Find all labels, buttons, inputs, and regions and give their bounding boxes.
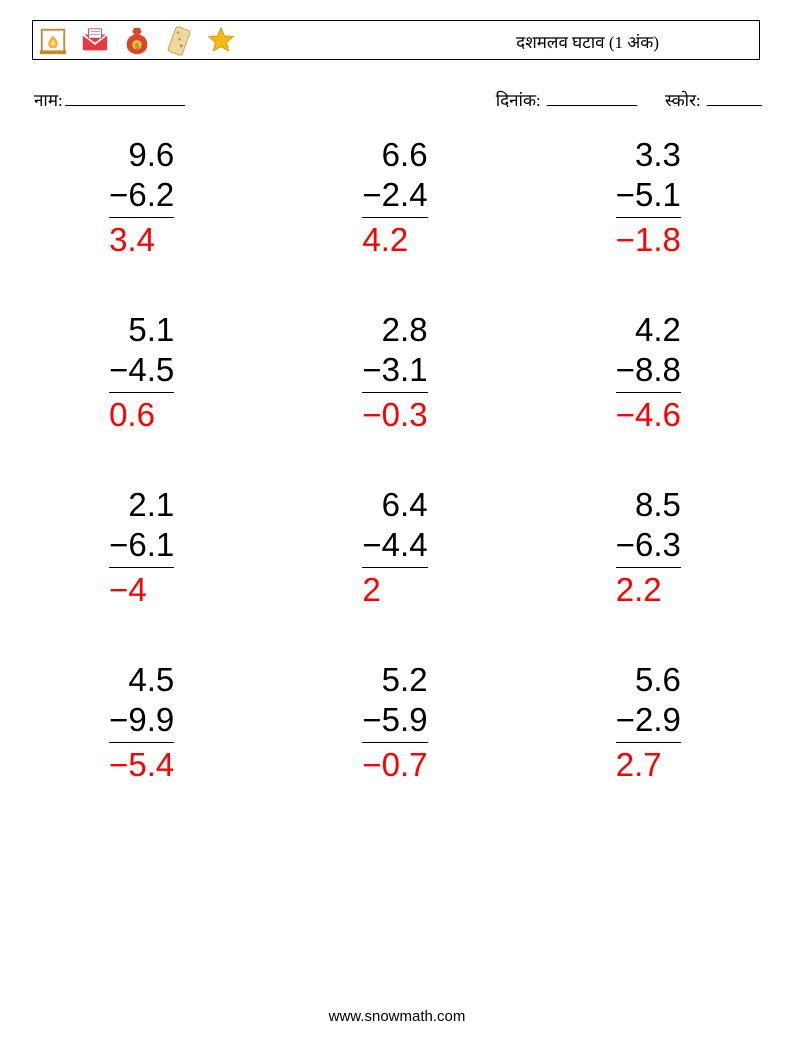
name-field: नाम: xyxy=(34,88,185,111)
header-icons: $ xyxy=(38,23,236,59)
rule-line xyxy=(362,217,427,218)
subtrahend: −6.1 xyxy=(109,525,174,565)
problem-11: 5.2−5.9 −0.7 xyxy=(288,660,501,785)
minuend: 9.6 xyxy=(109,135,174,175)
problem-6: 4.2−8.8 −4.6 xyxy=(542,310,755,435)
rule-line xyxy=(616,217,681,218)
subtrahend: −6.3 xyxy=(616,525,681,565)
problems-grid: 9.6−6.23.4 6.6−2.44.2 3.3−5.1−1.8 5.1−4.… xyxy=(35,135,755,785)
minuend: 6.6 xyxy=(362,135,427,175)
subtrahend: −2.4 xyxy=(362,175,427,215)
subtrahend: −9.9 xyxy=(109,700,174,740)
star-icon xyxy=(206,26,236,56)
answer: 3.4 xyxy=(109,220,174,260)
minuend: 2.1 xyxy=(109,485,174,525)
problem-stack: 3.3−5.1 −1.8 xyxy=(616,135,681,260)
answer: −1.8 xyxy=(616,220,681,260)
problem-stack: 5.2−5.9 −0.7 xyxy=(362,660,427,785)
problem-stack: 9.6−6.2 3.4 xyxy=(109,135,174,260)
subtrahend: −2.9 xyxy=(616,700,681,740)
name-blank[interactable] xyxy=(65,91,185,106)
worksheet-page: $ दशमलव घटाव (1 अंक) नाम: दिनांक: xyxy=(0,0,794,1053)
answer: −0.7 xyxy=(362,745,427,785)
footer-url: www.snowmath.com xyxy=(0,1008,794,1025)
answer: −4.6 xyxy=(616,395,681,435)
problem-1: 9.6−6.2 3.4 xyxy=(35,135,248,260)
score-field: स्कोर: xyxy=(665,88,762,111)
problem-stack: 2.8−3.1 −0.3 xyxy=(362,310,427,435)
problem-3: 3.3−5.1 −1.8 xyxy=(542,135,755,260)
answer: 2.7 xyxy=(616,745,681,785)
problem-stack: 5.1−4.5 0.6 xyxy=(109,310,174,435)
rule-line xyxy=(616,567,681,568)
problem-stack: 4.2−8.8 −4.6 xyxy=(616,310,681,435)
subtrahend: −4.5 xyxy=(109,350,174,390)
problem-2: 6.6−2.4 4.2 xyxy=(288,135,501,260)
answer: 2 xyxy=(362,570,427,610)
rule-line xyxy=(616,392,681,393)
header-box: $ दशमलव घटाव (1 अंक) xyxy=(32,20,760,60)
minuend: 4.5 xyxy=(109,660,174,700)
score-blank[interactable] xyxy=(707,91,762,106)
score-label: स्कोर: xyxy=(665,91,701,110)
problem-stack: 5.6−2.9 2.7 xyxy=(616,660,681,785)
problem-stack: 2.1−6.1 −4 xyxy=(109,485,174,610)
subtrahend: −6.2 xyxy=(109,175,174,215)
subtrahend: −3.1 xyxy=(362,350,427,390)
answer: 2.2 xyxy=(616,570,681,610)
problem-stack: 4.5−9.9 −5.4 xyxy=(109,660,174,785)
subtrahend: −5.9 xyxy=(362,700,427,740)
problem-9: 8.5−6.3 2.2 xyxy=(542,485,755,610)
problem-4: 5.1−4.5 0.6 xyxy=(35,310,248,435)
subtrahend: −5.1 xyxy=(616,175,681,215)
rule-line xyxy=(616,742,681,743)
problem-stack: 6.6−2.4 4.2 xyxy=(362,135,427,260)
meta-row: नाम: दिनांक: स्कोर: xyxy=(34,88,762,111)
rule-line xyxy=(109,742,174,743)
subtrahend: −4.4 xyxy=(362,525,427,565)
answer: −0.3 xyxy=(362,395,427,435)
date-field: दिनांक: xyxy=(496,88,637,111)
rule-line xyxy=(109,217,174,218)
rule-line xyxy=(362,567,427,568)
problem-8: 6.4−4.4 2 xyxy=(288,485,501,610)
problem-12: 5.6−2.9 2.7 xyxy=(542,660,755,785)
envelope-icon xyxy=(80,26,110,56)
minuend: 4.2 xyxy=(616,310,681,350)
date-label: दिनांक: xyxy=(496,91,541,110)
minuend: 6.4 xyxy=(362,485,427,525)
rule-line xyxy=(109,392,174,393)
minuend: 8.5 xyxy=(616,485,681,525)
answer: −5.4 xyxy=(109,745,174,785)
problem-7: 2.1−6.1 −4 xyxy=(35,485,248,610)
money-bag-icon: $ xyxy=(122,26,152,56)
rule-line xyxy=(109,567,174,568)
problem-10: 4.5−9.9 −5.4 xyxy=(35,660,248,785)
ticket-icon xyxy=(164,26,194,56)
rule-line xyxy=(362,392,427,393)
minuend: 5.1 xyxy=(109,310,174,350)
subtrahend: −8.8 xyxy=(616,350,681,390)
minuend: 2.8 xyxy=(362,310,427,350)
fireplace-icon xyxy=(38,26,68,56)
worksheet-title: दशमलव घटाव (1 अंक) xyxy=(516,30,659,53)
problem-stack: 8.5−6.3 2.2 xyxy=(616,485,681,610)
answer: 4.2 xyxy=(362,220,427,260)
minuend: 3.3 xyxy=(616,135,681,175)
rule-line xyxy=(362,742,427,743)
answer: −4 xyxy=(109,570,174,610)
problem-5: 2.8−3.1 −0.3 xyxy=(288,310,501,435)
answer: 0.6 xyxy=(109,395,174,435)
minuend: 5.2 xyxy=(362,660,427,700)
name-label: नाम: xyxy=(34,88,63,111)
date-blank[interactable] xyxy=(547,91,637,106)
problem-stack: 6.4−4.4 2 xyxy=(362,485,427,610)
minuend: 5.6 xyxy=(616,660,681,700)
